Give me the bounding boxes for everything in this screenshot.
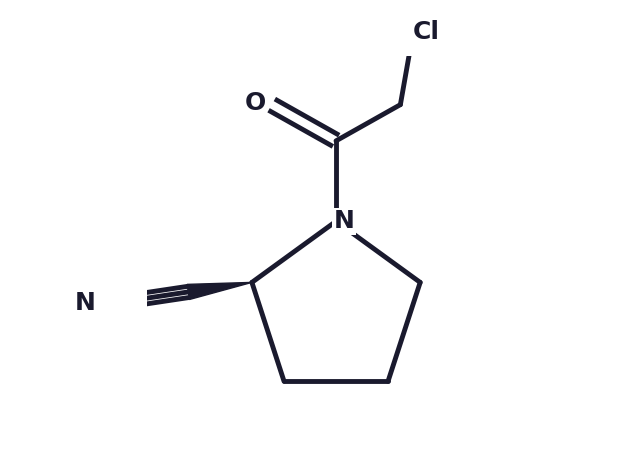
Text: N: N: [74, 291, 95, 315]
Text: O: O: [245, 91, 266, 115]
Polygon shape: [187, 282, 252, 299]
Text: Cl: Cl: [413, 20, 440, 44]
Text: N: N: [333, 209, 355, 233]
